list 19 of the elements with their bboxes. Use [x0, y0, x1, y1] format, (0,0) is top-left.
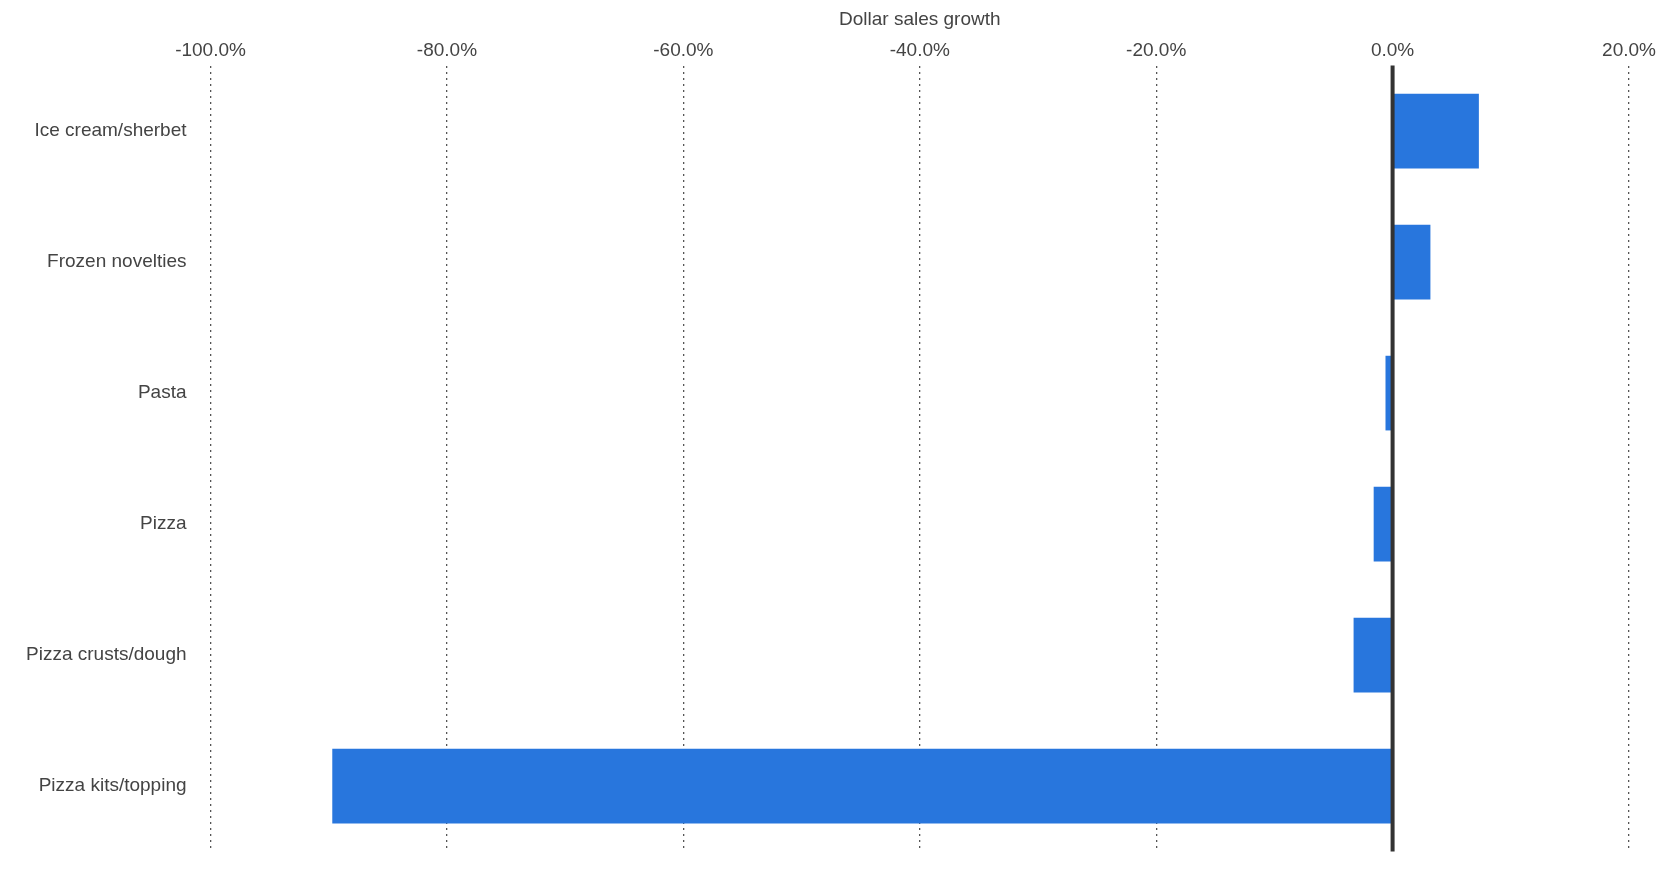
- bar: [1373, 486, 1392, 562]
- x-tick-label: 0.0%: [1370, 39, 1415, 61]
- y-tick-label: Pasta: [137, 381, 187, 403]
- x-tick-label: 20.0%: [1602, 39, 1657, 61]
- x-tick-label: -100.0%: [175, 39, 247, 61]
- x-tick-label: -80.0%: [416, 39, 478, 61]
- y-tick-label: Pizza crusts/dough: [25, 643, 187, 665]
- y-tick-label: Ice cream/sherbet: [34, 119, 188, 141]
- y-tick-label: Pizza kits/topping: [38, 774, 187, 796]
- bar: [332, 748, 1392, 824]
- x-axis-title: Dollar sales growth: [838, 7, 1001, 29]
- y-tick-label: Frozen novelties: [47, 250, 187, 272]
- x-tick-label: -20.0%: [1126, 39, 1187, 61]
- bar: [1393, 93, 1479, 169]
- y-tick-label: Pizza: [140, 512, 187, 534]
- bar: [1393, 224, 1431, 300]
- x-tick-label: -60.0%: [653, 39, 714, 61]
- x-tick-label: -40.0%: [889, 39, 950, 61]
- bar: [1353, 617, 1392, 693]
